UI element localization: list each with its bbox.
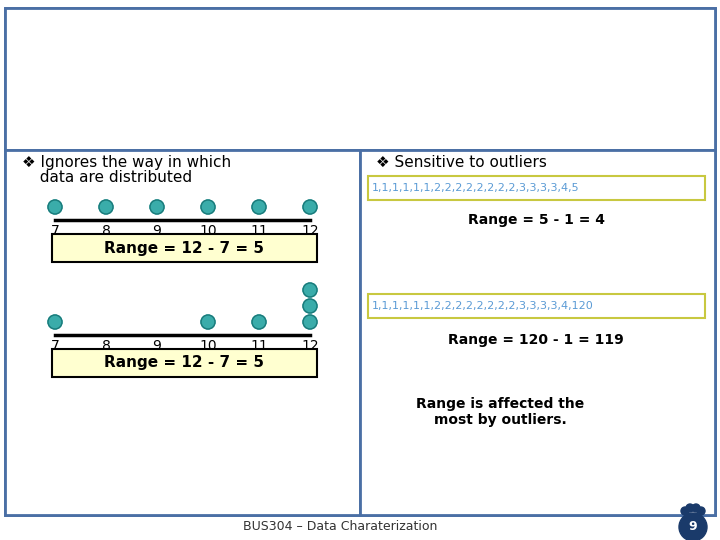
Text: 12: 12 xyxy=(301,224,319,238)
Text: Range = 12 - 7 = 5: Range = 12 - 7 = 5 xyxy=(104,240,264,255)
Circle shape xyxy=(99,200,113,214)
Circle shape xyxy=(252,200,266,214)
Circle shape xyxy=(303,299,317,313)
Text: Range = 12 - 7 = 5: Range = 12 - 7 = 5 xyxy=(104,355,264,370)
Text: 8: 8 xyxy=(102,339,110,353)
FancyBboxPatch shape xyxy=(52,234,317,262)
Text: ❖ Ignores the way in which: ❖ Ignores the way in which xyxy=(22,154,231,170)
Circle shape xyxy=(686,504,694,512)
Circle shape xyxy=(303,200,317,214)
Circle shape xyxy=(201,200,215,214)
FancyBboxPatch shape xyxy=(360,150,715,515)
FancyBboxPatch shape xyxy=(368,176,705,200)
Circle shape xyxy=(201,315,215,329)
Text: 12: 12 xyxy=(301,339,319,353)
Text: 7: 7 xyxy=(50,339,59,353)
Circle shape xyxy=(303,283,317,297)
FancyBboxPatch shape xyxy=(52,349,317,377)
Text: Range = 120 - 1 = 119: Range = 120 - 1 = 119 xyxy=(448,333,624,347)
Text: 10: 10 xyxy=(199,224,217,238)
FancyBboxPatch shape xyxy=(368,294,705,318)
Text: 1,1,1,1,1,1,2,2,2,2,2,2,2,2,3,3,3,3,4,5: 1,1,1,1,1,1,2,2,2,2,2,2,2,2,3,3,3,3,4,5 xyxy=(372,183,580,193)
Circle shape xyxy=(679,513,707,540)
FancyBboxPatch shape xyxy=(5,8,715,150)
Circle shape xyxy=(150,200,164,214)
Text: 11: 11 xyxy=(250,339,268,353)
Text: BUS304 – Data Charaterization: BUS304 – Data Charaterization xyxy=(243,521,437,534)
Text: ❖ Sensitive to outliers: ❖ Sensitive to outliers xyxy=(376,154,547,170)
Circle shape xyxy=(48,315,62,329)
Circle shape xyxy=(697,507,705,515)
Text: 9: 9 xyxy=(153,339,161,353)
Text: 1,1,1,1,1,1,2,2,2,2,2,2,2,2,3,3,3,3,4,120: 1,1,1,1,1,1,2,2,2,2,2,2,2,2,3,3,3,3,4,12… xyxy=(372,301,594,311)
Circle shape xyxy=(252,315,266,329)
Text: 8: 8 xyxy=(102,224,110,238)
FancyBboxPatch shape xyxy=(5,8,715,515)
Circle shape xyxy=(48,200,62,214)
Text: 7: 7 xyxy=(50,224,59,238)
Circle shape xyxy=(681,507,689,515)
Circle shape xyxy=(303,315,317,329)
FancyBboxPatch shape xyxy=(5,150,360,515)
Text: 10: 10 xyxy=(199,339,217,353)
Text: Range = 5 - 1 = 4: Range = 5 - 1 = 4 xyxy=(467,213,605,227)
Text: Range is affected the
most by outliers.: Range is affected the most by outliers. xyxy=(416,397,584,427)
Text: 9: 9 xyxy=(153,224,161,238)
Text: data are distributed: data are distributed xyxy=(30,170,192,185)
Text: 9: 9 xyxy=(689,521,697,534)
Text: 11: 11 xyxy=(250,224,268,238)
Circle shape xyxy=(692,504,700,512)
